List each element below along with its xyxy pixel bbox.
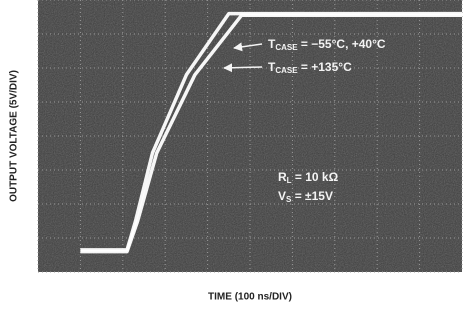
x-axis-label: TIME (100 ns/DIV) [208,292,292,303]
annotation-subscript: CASE [275,43,298,52]
annotation-text: = 10 kΩ [292,170,339,184]
annotation-text: = +135°C [298,60,353,74]
annotation-text: = −55°C, +40°C [298,37,386,51]
annotation-subscript: CASE [275,66,298,75]
annotation-main: V [278,189,286,203]
annotation-main: R [278,170,287,184]
chart: TCASE = −55°C, +40°CTCASE = +135°CRL = 1… [0,0,472,314]
y-axis-label: OUTPUT VOLTAGE (5V/DIV) [9,70,20,202]
annotation-text: = ±15V [291,189,333,203]
annotation-arrow [224,67,262,68]
